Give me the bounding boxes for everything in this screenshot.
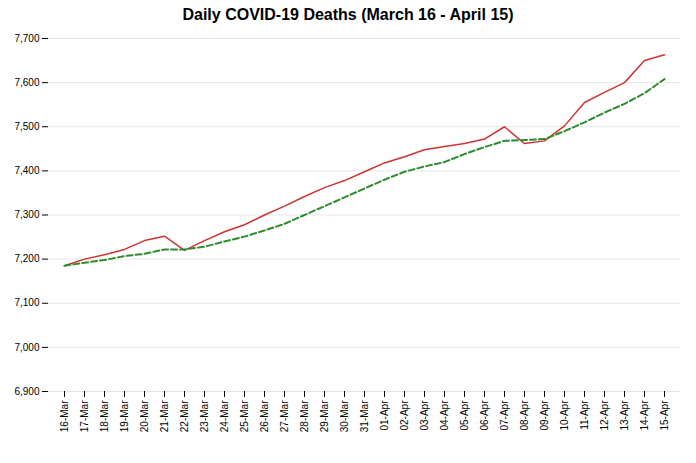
svg-text:15-Apr: 15-Apr: [659, 400, 670, 431]
svg-text:7,700: 7,700: [14, 33, 39, 44]
svg-text:7,200: 7,200: [14, 253, 39, 264]
svg-text:04-Apr: 04-Apr: [439, 400, 450, 431]
svg-text:09-Apr: 09-Apr: [539, 400, 550, 431]
svg-text:14-Apr: 14-Apr: [639, 400, 650, 431]
svg-text:19-Mar: 19-Mar: [119, 400, 130, 432]
svg-text:7,000: 7,000: [14, 342, 39, 353]
svg-text:31-Mar: 31-Mar: [359, 400, 370, 432]
svg-text:7,600: 7,600: [14, 77, 39, 88]
svg-text:20-Mar: 20-Mar: [139, 400, 150, 432]
svg-text:18-Mar: 18-Mar: [99, 400, 110, 432]
svg-text:29-Mar: 29-Mar: [319, 400, 330, 432]
html-text:Daily COVID-19 Deaths (March 1: Daily COVID-19 Deaths (March 16 - April …: [182, 6, 514, 23]
svg-text:22-Mar: 22-Mar: [179, 400, 190, 432]
svg-text:7,100: 7,100: [14, 297, 39, 308]
svg-text:10-Apr: 10-Apr: [559, 400, 570, 431]
svg-text:02-Apr: 02-Apr: [399, 400, 410, 431]
svg-text:21-Mar: 21-Mar: [159, 400, 170, 432]
svg-text:17-Mar: 17-Mar: [79, 400, 90, 432]
svg-text:30-Mar: 30-Mar: [339, 400, 350, 432]
svg-text:05-Apr: 05-Apr: [459, 400, 470, 431]
svg-text:25-Mar: 25-Mar: [239, 400, 250, 432]
svg-text:23-Mar: 23-Mar: [199, 400, 210, 432]
svg-text:03-Apr: 03-Apr: [419, 400, 430, 431]
svg-text:7,500: 7,500: [14, 121, 39, 132]
svg-text:7,300: 7,300: [14, 209, 39, 220]
svg-text:26-Mar: 26-Mar: [259, 400, 270, 432]
svg-text:13-Apr: 13-Apr: [619, 400, 630, 431]
svg-text:24-Mar: 24-Mar: [219, 400, 230, 432]
svg-text:27-Mar: 27-Mar: [279, 400, 290, 432]
svg-text:11-Apr: 11-Apr: [579, 400, 590, 430]
svg-text:12-Apr: 12-Apr: [599, 400, 610, 431]
svg-text:01-Apr: 01-Apr: [379, 400, 390, 431]
svg-text:08-Apr: 08-Apr: [519, 400, 530, 431]
svg-text:07-Apr: 07-Apr: [499, 400, 510, 431]
svg-text:6,900: 6,900: [14, 386, 39, 397]
svg-text:06-Apr: 06-Apr: [479, 400, 490, 431]
svg-text:7,400: 7,400: [14, 165, 39, 176]
svg-text:16-Mar: 16-Mar: [59, 400, 70, 432]
svg-text:28-Mar: 28-Mar: [299, 400, 310, 432]
